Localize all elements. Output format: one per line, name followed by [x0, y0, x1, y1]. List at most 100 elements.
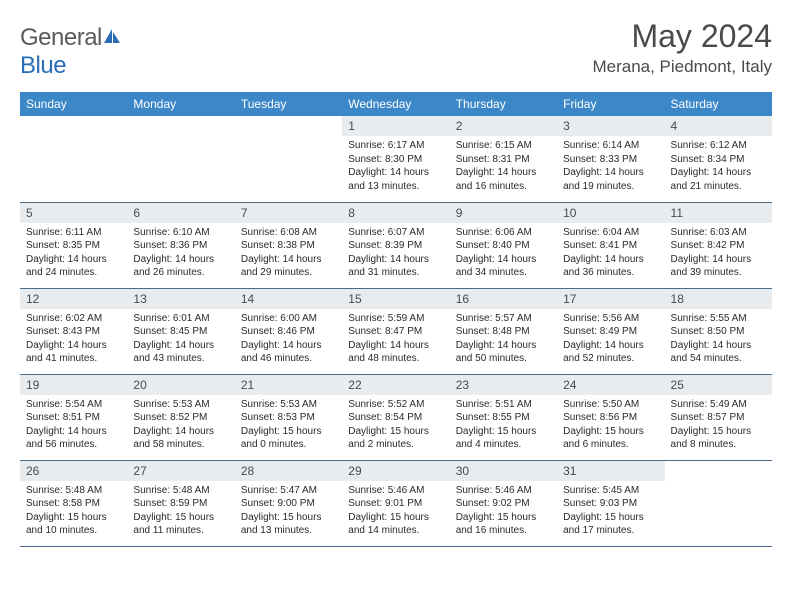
- day-number: 2: [450, 116, 557, 136]
- day-body: Sunrise: 6:11 AMSunset: 8:35 PMDaylight:…: [20, 223, 127, 284]
- calendar-day-cell: 7Sunrise: 6:08 AMSunset: 8:38 PMDaylight…: [235, 202, 342, 288]
- daylight-text: Daylight: 14 hours and 41 minutes.: [26, 339, 121, 366]
- calendar-day-cell: 11Sunrise: 6:03 AMSunset: 8:42 PMDayligh…: [665, 202, 772, 288]
- calendar-day-cell: 21Sunrise: 5:53 AMSunset: 8:53 PMDayligh…: [235, 374, 342, 460]
- sunrise-text: Sunrise: 6:11 AM: [26, 226, 121, 240]
- day-number: 9: [450, 203, 557, 223]
- sunset-text: Sunset: 8:40 PM: [456, 239, 551, 253]
- calendar-page: GeneralBlue May 2024 Merana, Piedmont, I…: [0, 0, 792, 612]
- sunrise-text: Sunrise: 5:56 AM: [563, 312, 658, 326]
- sunset-text: Sunset: 8:46 PM: [241, 325, 336, 339]
- daylight-text: Daylight: 14 hours and 52 minutes.: [563, 339, 658, 366]
- day-body: Sunrise: 5:57 AMSunset: 8:48 PMDaylight:…: [450, 309, 557, 370]
- calendar-day-cell: 29Sunrise: 5:46 AMSunset: 9:01 PMDayligh…: [342, 460, 449, 546]
- day-body: Sunrise: 6:07 AMSunset: 8:39 PMDaylight:…: [342, 223, 449, 284]
- calendar-week-row: 19Sunrise: 5:54 AMSunset: 8:51 PMDayligh…: [20, 374, 772, 460]
- sunrise-text: Sunrise: 5:46 AM: [456, 484, 551, 498]
- daylight-text: Daylight: 15 hours and 16 minutes.: [456, 511, 551, 538]
- sunrise-text: Sunrise: 5:57 AM: [456, 312, 551, 326]
- day-number: 28: [235, 461, 342, 481]
- day-number: 31: [557, 461, 664, 481]
- calendar-day-cell: 17Sunrise: 5:56 AMSunset: 8:49 PMDayligh…: [557, 288, 664, 374]
- daylight-text: Daylight: 14 hours and 13 minutes.: [348, 166, 443, 193]
- daylight-text: Daylight: 14 hours and 46 minutes.: [241, 339, 336, 366]
- day-number: 12: [20, 289, 127, 309]
- sunset-text: Sunset: 8:47 PM: [348, 325, 443, 339]
- sunset-text: Sunset: 8:43 PM: [26, 325, 121, 339]
- sunrise-text: Sunrise: 6:08 AM: [241, 226, 336, 240]
- calendar-day-cell: 24Sunrise: 5:50 AMSunset: 8:56 PMDayligh…: [557, 374, 664, 460]
- calendar-day-cell: 22Sunrise: 5:52 AMSunset: 8:54 PMDayligh…: [342, 374, 449, 460]
- daylight-text: Daylight: 15 hours and 0 minutes.: [241, 425, 336, 452]
- day-body: Sunrise: 5:55 AMSunset: 8:50 PMDaylight:…: [665, 309, 772, 370]
- daylight-text: Daylight: 14 hours and 31 minutes.: [348, 253, 443, 280]
- day-body: Sunrise: 6:17 AMSunset: 8:30 PMDaylight:…: [342, 136, 449, 197]
- day-body: Sunrise: 6:01 AMSunset: 8:45 PMDaylight:…: [127, 309, 234, 370]
- calendar-body: 1Sunrise: 6:17 AMSunset: 8:30 PMDaylight…: [20, 116, 772, 546]
- calendar-day-cell: 23Sunrise: 5:51 AMSunset: 8:55 PMDayligh…: [450, 374, 557, 460]
- calendar-day-cell: 2Sunrise: 6:15 AMSunset: 8:31 PMDaylight…: [450, 116, 557, 202]
- sunrise-text: Sunrise: 5:50 AM: [563, 398, 658, 412]
- calendar-day-cell: 28Sunrise: 5:47 AMSunset: 9:00 PMDayligh…: [235, 460, 342, 546]
- sunrise-text: Sunrise: 6:12 AM: [671, 139, 766, 153]
- calendar-day-cell: 19Sunrise: 5:54 AMSunset: 8:51 PMDayligh…: [20, 374, 127, 460]
- sunset-text: Sunset: 8:45 PM: [133, 325, 228, 339]
- daylight-text: Daylight: 14 hours and 39 minutes.: [671, 253, 766, 280]
- day-number: 25: [665, 375, 772, 395]
- calendar-day-cell: 27Sunrise: 5:48 AMSunset: 8:59 PMDayligh…: [127, 460, 234, 546]
- daylight-text: Daylight: 14 hours and 24 minutes.: [26, 253, 121, 280]
- sunset-text: Sunset: 8:34 PM: [671, 153, 766, 167]
- logo-text: GeneralBlue: [20, 24, 122, 80]
- calendar-day-cell: 4Sunrise: 6:12 AMSunset: 8:34 PMDaylight…: [665, 116, 772, 202]
- day-body: Sunrise: 5:56 AMSunset: 8:49 PMDaylight:…: [557, 309, 664, 370]
- sunset-text: Sunset: 8:42 PM: [671, 239, 766, 253]
- dayname-friday: Friday: [557, 92, 664, 116]
- sunset-text: Sunset: 8:48 PM: [456, 325, 551, 339]
- sunset-text: Sunset: 8:41 PM: [563, 239, 658, 253]
- sunrise-text: Sunrise: 5:52 AM: [348, 398, 443, 412]
- sunrise-text: Sunrise: 5:53 AM: [133, 398, 228, 412]
- calendar-day-cell: [20, 116, 127, 202]
- sunrise-text: Sunrise: 6:03 AM: [671, 226, 766, 240]
- day-number: 8: [342, 203, 449, 223]
- daylight-text: Daylight: 14 hours and 26 minutes.: [133, 253, 228, 280]
- daylight-text: Daylight: 14 hours and 19 minutes.: [563, 166, 658, 193]
- daylight-text: Daylight: 15 hours and 14 minutes.: [348, 511, 443, 538]
- calendar-day-cell: 1Sunrise: 6:17 AMSunset: 8:30 PMDaylight…: [342, 116, 449, 202]
- sunrise-text: Sunrise: 5:53 AM: [241, 398, 336, 412]
- day-body: Sunrise: 5:53 AMSunset: 8:53 PMDaylight:…: [235, 395, 342, 456]
- sunrise-text: Sunrise: 5:47 AM: [241, 484, 336, 498]
- calendar-day-cell: 25Sunrise: 5:49 AMSunset: 8:57 PMDayligh…: [665, 374, 772, 460]
- logo-text-blue: Blue: [20, 52, 66, 79]
- day-number: 10: [557, 203, 664, 223]
- day-number: 26: [20, 461, 127, 481]
- daylight-text: Daylight: 14 hours and 16 minutes.: [456, 166, 551, 193]
- sunset-text: Sunset: 9:02 PM: [456, 497, 551, 511]
- day-body: Sunrise: 6:03 AMSunset: 8:42 PMDaylight:…: [665, 223, 772, 284]
- day-body: Sunrise: 5:51 AMSunset: 8:55 PMDaylight:…: [450, 395, 557, 456]
- daylight-text: Daylight: 14 hours and 48 minutes.: [348, 339, 443, 366]
- daylight-text: Daylight: 15 hours and 8 minutes.: [671, 425, 766, 452]
- day-body: Sunrise: 5:54 AMSunset: 8:51 PMDaylight:…: [20, 395, 127, 456]
- day-body: [665, 467, 772, 474]
- sunrise-text: Sunrise: 5:59 AM: [348, 312, 443, 326]
- sunset-text: Sunset: 8:56 PM: [563, 411, 658, 425]
- sunrise-text: Sunrise: 6:07 AM: [348, 226, 443, 240]
- logo-text-general: General: [20, 24, 102, 51]
- sunrise-text: Sunrise: 6:14 AM: [563, 139, 658, 153]
- sunset-text: Sunset: 8:49 PM: [563, 325, 658, 339]
- day-body: Sunrise: 5:53 AMSunset: 8:52 PMDaylight:…: [127, 395, 234, 456]
- dayname-tuesday: Tuesday: [235, 92, 342, 116]
- calendar-day-cell: 16Sunrise: 5:57 AMSunset: 8:48 PMDayligh…: [450, 288, 557, 374]
- sunset-text: Sunset: 9:03 PM: [563, 497, 658, 511]
- daylight-text: Daylight: 15 hours and 2 minutes.: [348, 425, 443, 452]
- day-number: 11: [665, 203, 772, 223]
- day-number: 13: [127, 289, 234, 309]
- dayname-thursday: Thursday: [450, 92, 557, 116]
- calendar-day-cell: 20Sunrise: 5:53 AMSunset: 8:52 PMDayligh…: [127, 374, 234, 460]
- sunrise-text: Sunrise: 5:55 AM: [671, 312, 766, 326]
- day-body: Sunrise: 5:48 AMSunset: 8:59 PMDaylight:…: [127, 481, 234, 542]
- day-body: Sunrise: 6:12 AMSunset: 8:34 PMDaylight:…: [665, 136, 772, 197]
- calendar-day-cell: 15Sunrise: 5:59 AMSunset: 8:47 PMDayligh…: [342, 288, 449, 374]
- day-number: 4: [665, 116, 772, 136]
